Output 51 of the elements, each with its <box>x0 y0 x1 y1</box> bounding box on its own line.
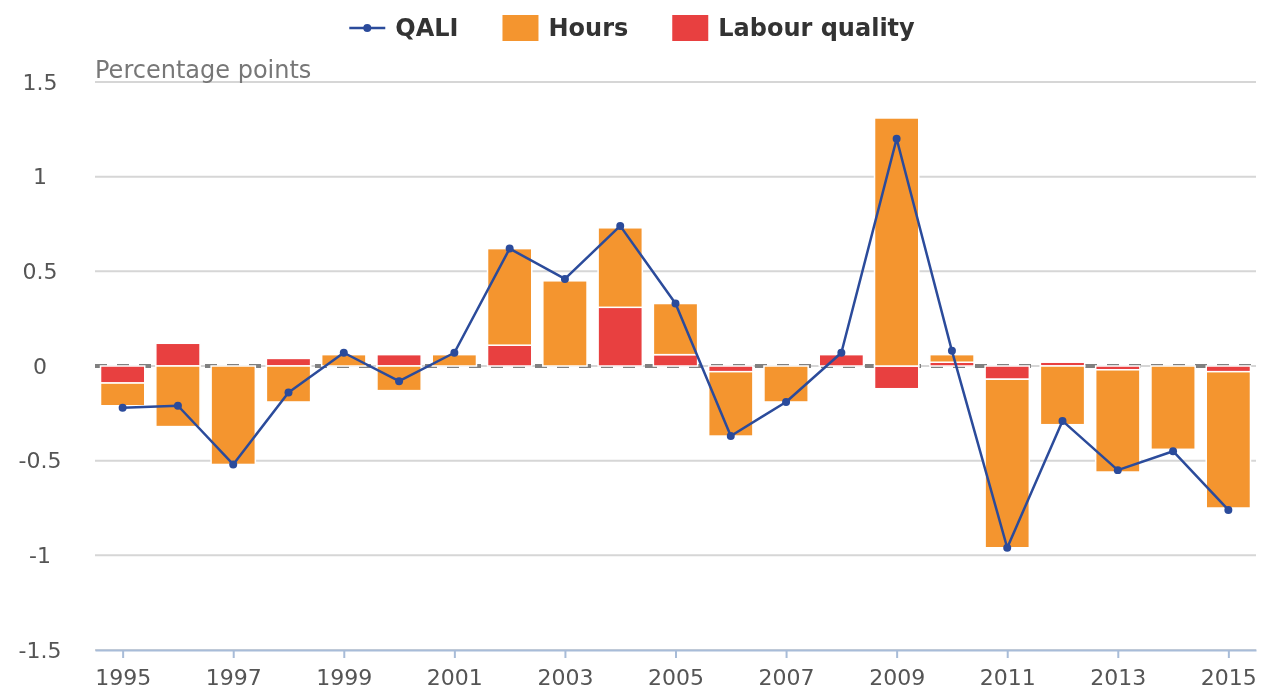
x-tick-label: 1997 <box>205 665 262 691</box>
bar <box>929 353 975 363</box>
point <box>173 401 182 410</box>
x-tick-label: 2011 <box>979 665 1036 691</box>
point <box>118 403 127 412</box>
y-tick-label: -1 <box>29 543 51 569</box>
bar <box>763 365 809 403</box>
x-tick-label: 2003 <box>537 665 594 691</box>
point <box>616 221 625 230</box>
point <box>229 460 238 469</box>
x-tick-label: 2005 <box>648 665 704 691</box>
y-tick-label: 1 <box>33 164 47 190</box>
bar <box>1094 369 1141 473</box>
legend-label: QALI <box>395 14 459 43</box>
legend-label: Labour quality <box>718 14 916 43</box>
y-tick-label: 1.5 <box>22 69 58 95</box>
point <box>395 377 404 386</box>
x-tick-label: 1995 <box>95 665 152 691</box>
point <box>450 348 459 357</box>
x-tick-label: 2007 <box>758 665 815 691</box>
bar <box>542 280 588 367</box>
x-tick-label: 2001 <box>426 665 483 691</box>
x-tick-label: 2009 <box>869 665 926 691</box>
y-tick-label: 0 <box>33 353 47 379</box>
point <box>1224 505 1233 514</box>
point <box>782 397 791 406</box>
x-tick-label: 1999 <box>316 665 373 691</box>
y-tick-label: -1.5 <box>18 637 62 663</box>
point <box>892 134 901 143</box>
legend-label: Hours <box>548 14 629 43</box>
point <box>284 388 293 397</box>
point <box>1113 466 1122 475</box>
point <box>505 244 514 253</box>
bar <box>818 353 865 367</box>
point <box>726 432 735 441</box>
point <box>560 274 569 283</box>
point <box>1003 543 1012 552</box>
point <box>339 348 348 357</box>
bar <box>1150 365 1196 451</box>
point <box>947 346 956 355</box>
bar <box>1039 365 1086 426</box>
y-axis-title: Percentage points <box>95 56 312 84</box>
bar <box>210 365 257 466</box>
point <box>671 299 680 308</box>
x-tick-label: 2015 <box>1200 665 1257 691</box>
x-tick-label: 2013 <box>1090 665 1147 691</box>
point <box>1058 416 1067 425</box>
y-tick-label: -0.5 <box>18 448 62 474</box>
y-tick-label: 0.5 <box>22 259 58 285</box>
point <box>837 348 846 357</box>
point <box>1169 447 1178 456</box>
